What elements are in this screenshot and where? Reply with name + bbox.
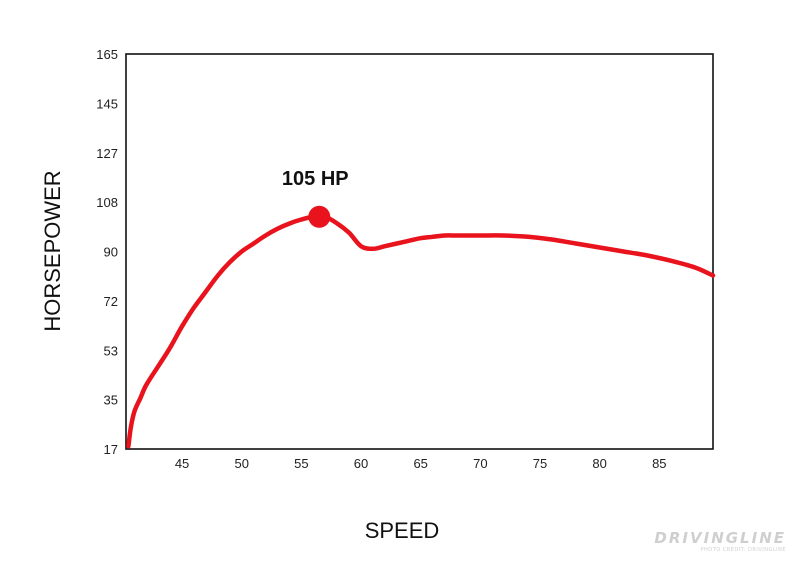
x-tick-label: 55 — [294, 456, 308, 471]
x-tick-label: 70 — [473, 456, 487, 471]
y-tick-label: 17 — [104, 442, 118, 457]
x-tick-label: 75 — [533, 456, 547, 471]
y-tick-label: 90 — [104, 245, 118, 260]
peak-marker — [308, 205, 331, 228]
x-tick-label: 50 — [234, 456, 248, 471]
y-axis-title: HORSEPOWER — [40, 170, 65, 331]
horsepower-line — [126, 213, 716, 449]
y-tick-label: 72 — [104, 294, 118, 309]
watermark-credit: PHOTO CREDIT: DRIVINGLINE — [700, 547, 786, 553]
y-tick-label: 127 — [96, 146, 118, 161]
plot-frame — [125, 53, 714, 450]
x-tick-label: 85 — [652, 456, 666, 471]
y-tick-label: 53 — [104, 343, 118, 358]
x-tick-label: 60 — [354, 456, 368, 471]
y-tick-label: 108 — [96, 195, 118, 210]
y-tick-label: 145 — [96, 96, 118, 111]
x-axis-ticks: 45 50 55 60 65 70 75 80 85 — [175, 456, 667, 471]
watermark: DRIVINGLINE PHOTO CREDIT: DRIVINGLINE — [654, 529, 786, 553]
y-tick-label: 165 — [96, 47, 118, 62]
x-tick-label: 65 — [413, 456, 427, 471]
watermark-logo: DRIVINGLINE — [654, 529, 786, 547]
peak-annotation: 105 HP — [282, 168, 349, 190]
y-axis-ticks: 17 35 53 72 90 108 127 145 165 — [96, 47, 118, 457]
x-axis-title: SPEED — [365, 518, 440, 543]
x-tick-label: 80 — [592, 456, 606, 471]
x-tick-label: 45 — [175, 456, 189, 471]
y-tick-label: 35 — [104, 393, 118, 408]
